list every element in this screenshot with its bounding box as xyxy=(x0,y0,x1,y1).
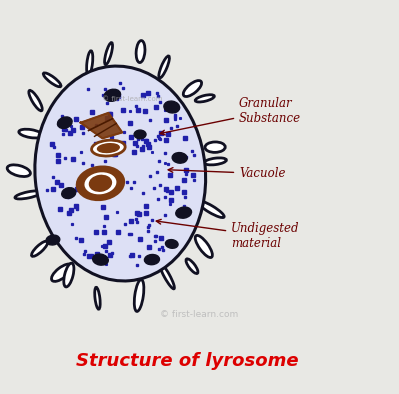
Ellipse shape xyxy=(134,280,144,311)
Ellipse shape xyxy=(198,201,224,217)
Ellipse shape xyxy=(64,263,74,287)
Ellipse shape xyxy=(136,41,145,63)
Ellipse shape xyxy=(51,264,72,281)
Text: Granular
Substance: Granular Substance xyxy=(160,97,301,135)
Ellipse shape xyxy=(164,101,180,113)
Ellipse shape xyxy=(160,263,174,289)
Ellipse shape xyxy=(46,235,60,245)
Ellipse shape xyxy=(104,89,120,101)
Ellipse shape xyxy=(29,90,42,111)
Ellipse shape xyxy=(176,207,192,218)
Ellipse shape xyxy=(93,254,108,265)
Ellipse shape xyxy=(7,165,30,177)
Text: Structure of lyrosome: Structure of lyrosome xyxy=(76,352,299,370)
Ellipse shape xyxy=(95,180,106,187)
Polygon shape xyxy=(81,113,122,138)
Ellipse shape xyxy=(97,144,119,152)
Ellipse shape xyxy=(172,152,187,163)
Ellipse shape xyxy=(195,235,212,258)
Ellipse shape xyxy=(105,43,113,65)
Ellipse shape xyxy=(19,129,43,138)
Ellipse shape xyxy=(35,66,205,281)
Ellipse shape xyxy=(204,158,226,165)
Ellipse shape xyxy=(144,255,160,265)
Text: © first-learn.com: © first-learn.com xyxy=(160,310,239,319)
Ellipse shape xyxy=(77,167,124,200)
Text: Vacuole: Vacuole xyxy=(168,167,286,180)
Ellipse shape xyxy=(57,117,72,128)
Ellipse shape xyxy=(205,142,225,152)
Ellipse shape xyxy=(166,240,178,248)
Ellipse shape xyxy=(92,140,125,156)
Ellipse shape xyxy=(90,176,111,191)
Ellipse shape xyxy=(32,241,47,256)
Ellipse shape xyxy=(83,171,117,195)
Ellipse shape xyxy=(134,130,146,139)
Ellipse shape xyxy=(87,51,93,75)
Text: Undigested
material: Undigested material xyxy=(156,219,300,250)
Ellipse shape xyxy=(95,287,100,309)
Ellipse shape xyxy=(195,95,214,102)
Ellipse shape xyxy=(159,56,170,78)
Text: © first-learn.com: © first-learn.com xyxy=(102,96,162,102)
Ellipse shape xyxy=(62,188,76,199)
Ellipse shape xyxy=(186,259,198,273)
Ellipse shape xyxy=(43,73,61,87)
Ellipse shape xyxy=(183,80,201,97)
Ellipse shape xyxy=(15,191,41,199)
